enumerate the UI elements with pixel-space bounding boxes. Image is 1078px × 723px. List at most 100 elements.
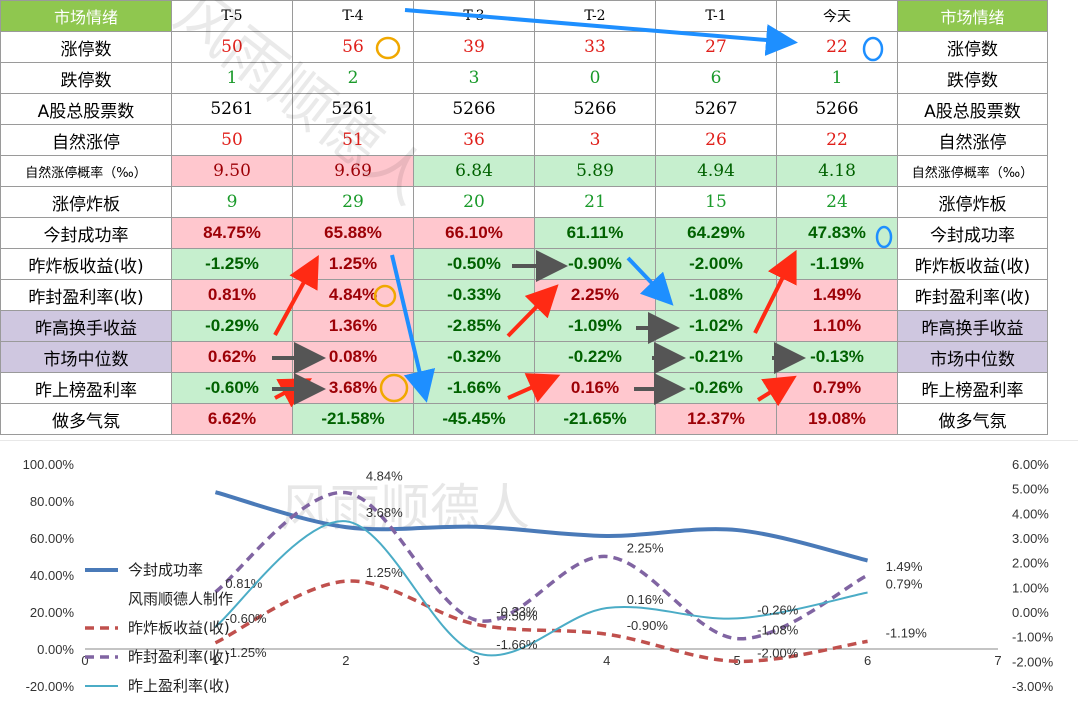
legend-label: 昨上盈利率(收) — [128, 677, 230, 695]
y-right-tick-label: 1.00% — [1012, 580, 1049, 595]
table-cell: 4.18 — [776, 155, 898, 187]
table-cell: 2 — [292, 62, 414, 94]
table-cell: 5261 — [292, 93, 414, 125]
row-label: A股总股票数 — [0, 93, 172, 125]
table-cell: 64.29% — [655, 217, 777, 249]
table-cell: 9.69 — [292, 155, 414, 187]
y-right-tick-label: 4.00% — [1012, 506, 1049, 521]
data-label: -1.66% — [496, 637, 538, 652]
table-cell: -2.85% — [413, 310, 535, 342]
x-tick-label: 7 — [994, 653, 1001, 668]
table-cell: 26 — [655, 124, 777, 156]
legend-label: 今封成功率 — [128, 561, 203, 579]
row-label: 今封成功率 — [897, 217, 1048, 249]
table-cell: 47.83% — [776, 217, 898, 249]
x-tick-label: 6 — [864, 653, 871, 668]
data-label: 4.84% — [366, 469, 403, 484]
table-cell: -0.22% — [534, 341, 656, 373]
header-label: 市场情绪 — [0, 0, 172, 32]
table-row: 做多气氛 6.62% -21.58% -45.45% -21.65% 12.37% 19.0… — [0, 403, 1048, 435]
y-right-tick-label: 6.00% — [1012, 457, 1049, 472]
table-cell: 4.94 — [655, 155, 777, 187]
table-cell: 39 — [413, 31, 535, 63]
table-cell: -0.26% — [655, 372, 777, 404]
table-cell: 5261 — [171, 93, 293, 125]
table-cell: 5.89 — [534, 155, 656, 187]
data-label: -1.19% — [886, 625, 928, 640]
data-label: 1.25% — [366, 565, 403, 580]
table-row: A股总股票数 5261 5261 5266 5266 5267 5266 A股总股票数 — [0, 93, 1048, 125]
data-label: -0.33% — [496, 604, 538, 619]
data-label: -0.50% — [496, 608, 538, 623]
table-cell: 84.75% — [171, 217, 293, 249]
table-cell: 21 — [534, 186, 656, 218]
header-label: 市场情绪 — [897, 0, 1048, 32]
data-label: 0.16% — [627, 592, 664, 607]
table-cell: 1.36% — [292, 310, 414, 342]
y-right-tick-label: 5.00% — [1012, 482, 1049, 497]
y-left-tick-label: 20.00% — [30, 605, 75, 620]
table-cell: -45.45% — [413, 403, 535, 435]
row-label: 市场中位数 — [0, 341, 172, 373]
table-cell: 56 — [292, 31, 414, 63]
table-cell: -1.19% — [776, 248, 898, 280]
table-cell: -0.90% — [534, 248, 656, 280]
series-line — [214, 520, 868, 657]
table-row: 自然涨停 50 51 36 3 26 22 自然涨停 — [0, 124, 1048, 156]
table-cell: 0.08% — [292, 341, 414, 373]
table-cell: 0.62% — [171, 341, 293, 373]
table-cell: 51 — [292, 124, 414, 156]
legend-note: 风雨顺德人制作 — [128, 590, 233, 608]
y-right-tick-label: 3.00% — [1012, 531, 1049, 546]
data-label: 3.68% — [366, 505, 403, 520]
row-label: 涨停炸板 — [0, 186, 172, 218]
data-label: -0.26% — [757, 602, 799, 617]
row-label: 跌停数 — [0, 62, 172, 94]
table-cell: 20 — [413, 186, 535, 218]
table-cell: 3 — [534, 124, 656, 156]
table-row: 昨封盈利率(收) 0.81% 4.84% -0.33% 2.25% -1.08% 1.49%… — [0, 279, 1048, 311]
table-cell: 5266 — [534, 93, 656, 125]
table-cell: 29 — [292, 186, 414, 218]
table-cell: 0.16% — [534, 372, 656, 404]
table-cell: -0.50% — [413, 248, 535, 280]
table-cell: 5266 — [413, 93, 535, 125]
table-cell: -1.66% — [413, 372, 535, 404]
table-cell: 12.37% — [655, 403, 777, 435]
sentiment-line-chart: 风雨顺德人100.00%80.00%60.00%40.00%20.00%0.00… — [0, 440, 1078, 695]
table-row: 自然涨停概率（‰） 9.50 9.69 6.84 5.89 4.94 4.18 自然涨停概率（… — [0, 155, 1048, 187]
table-cell: 1 — [776, 62, 898, 94]
table-row: 市场中位数 0.62% 0.08% -0.32% -0.22% -0.21% -0.13% 市… — [0, 341, 1048, 373]
row-label: 昨高换手收益 — [897, 310, 1048, 342]
table-cell: 50 — [171, 31, 293, 63]
data-label: -1.25% — [225, 645, 267, 660]
table-cell: 5267 — [655, 93, 777, 125]
row-label: 涨停数 — [0, 31, 172, 63]
column-header: 今天 — [776, 0, 898, 32]
table-cell: -1.25% — [171, 248, 293, 280]
column-header: T-2 — [534, 0, 656, 32]
table-row: 涨停数 50 56 39 33 27 22 涨停数 — [0, 31, 1048, 63]
table-cell: 15 — [655, 186, 777, 218]
y-right-tick-label: -3.00% — [1012, 679, 1054, 694]
table-cell: -0.60% — [171, 372, 293, 404]
table-cell: 0.81% — [171, 279, 293, 311]
table-cell: 27 — [655, 31, 777, 63]
column-header: T-5 — [171, 0, 293, 32]
y-right-tick-label: 2.00% — [1012, 556, 1049, 571]
table-cell: -1.09% — [534, 310, 656, 342]
y-left-tick-label: 100.00% — [23, 457, 75, 472]
table-cell: 61.11% — [534, 217, 656, 249]
data-label: 2.25% — [627, 541, 664, 556]
row-label: 做多气氛 — [0, 403, 172, 435]
table-cell: 4.84% — [292, 279, 414, 311]
table-cell: 1.10% — [776, 310, 898, 342]
data-label: -0.90% — [627, 618, 669, 633]
table-cell: -0.29% — [171, 310, 293, 342]
row-label: 昨封盈利率(收) — [897, 279, 1048, 311]
y-left-tick-label: 40.00% — [30, 568, 75, 583]
table-cell: -1.08% — [655, 279, 777, 311]
table-cell: 0.79% — [776, 372, 898, 404]
row-label: 昨上榜盈利率 — [897, 372, 1048, 404]
x-tick-label: 4 — [603, 653, 610, 668]
